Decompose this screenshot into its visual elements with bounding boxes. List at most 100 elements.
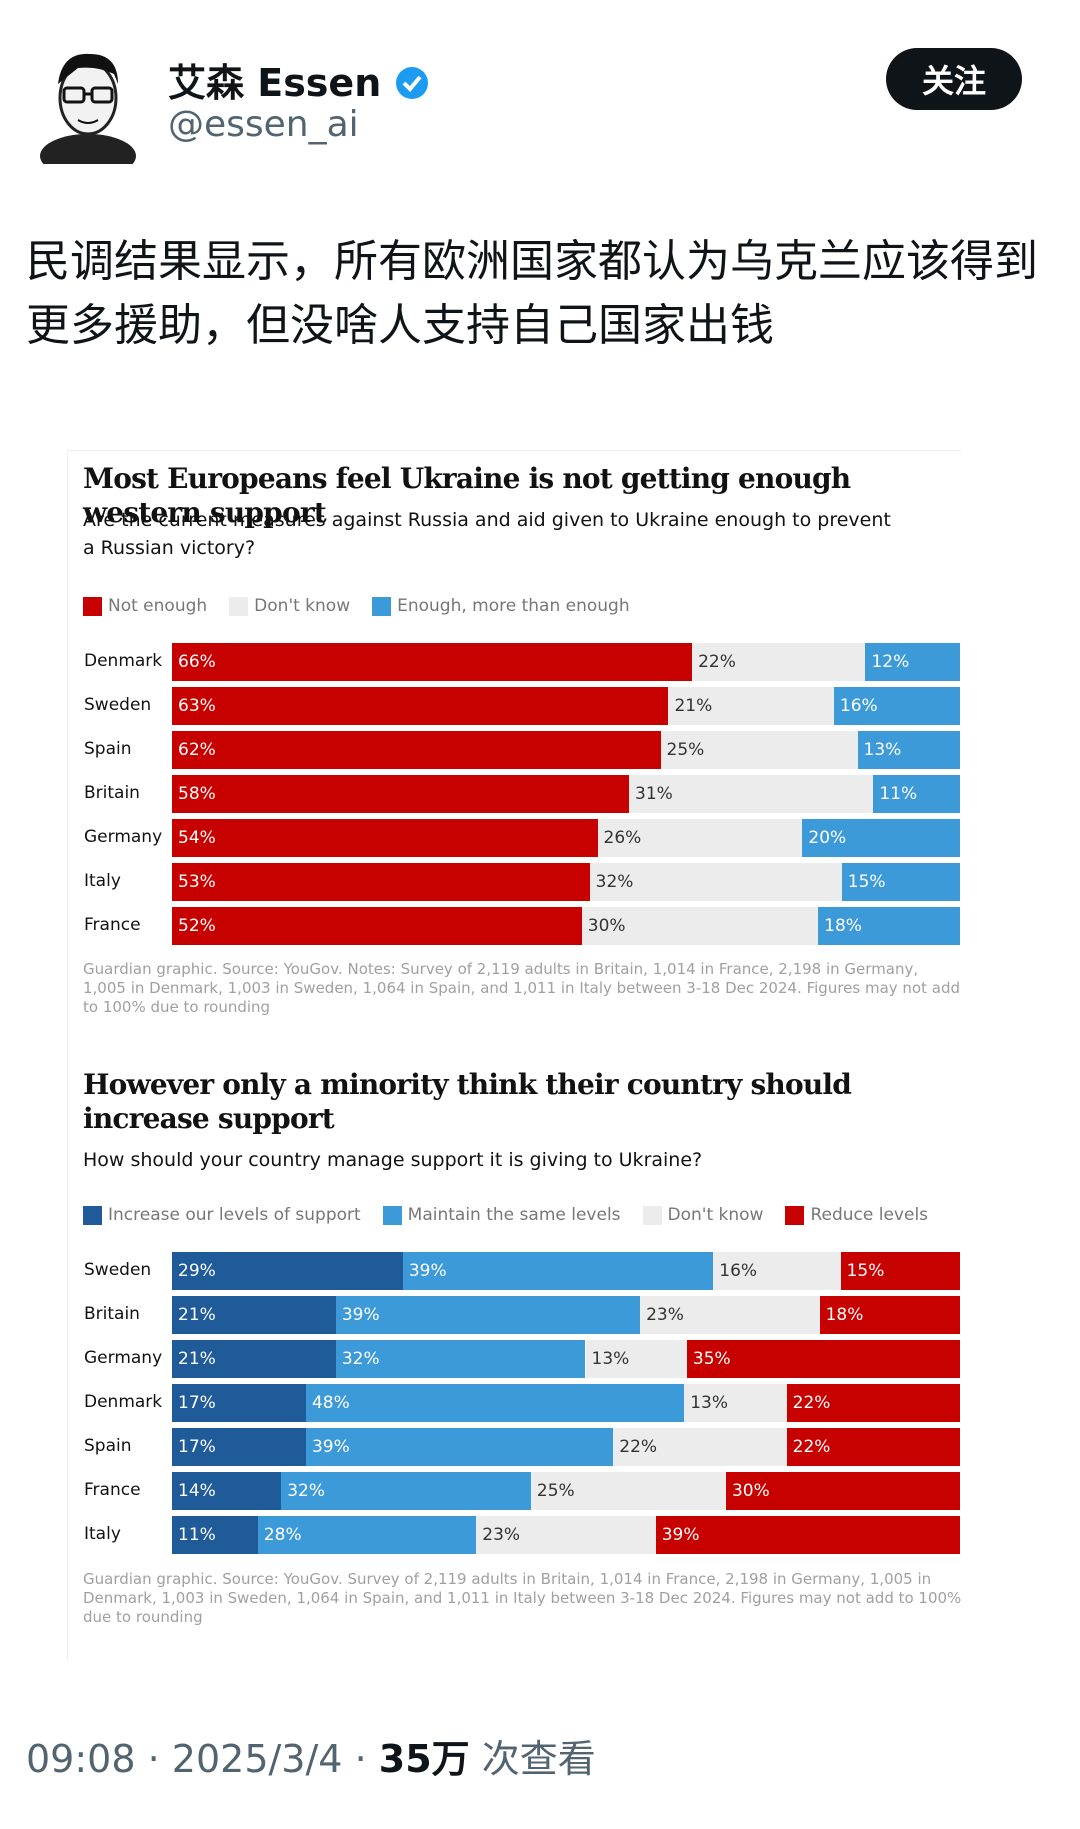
- bar-segment: [589, 863, 842, 901]
- bar-segment: [257, 1516, 477, 1554]
- value-label: 26%: [603, 828, 642, 848]
- row-label: Denmark: [84, 1392, 163, 1412]
- avatar: [40, 53, 136, 164]
- value-label: 23%: [482, 1525, 521, 1545]
- value-label: 32%: [287, 1481, 326, 1501]
- row-label: Italy: [84, 871, 121, 891]
- value-label: 39%: [311, 1437, 350, 1457]
- legend-item: Don't know: [229, 596, 350, 616]
- bar-segment: [172, 1296, 336, 1334]
- value-label: 30%: [587, 916, 626, 936]
- value-label: 29%: [178, 1261, 216, 1281]
- bar-segment: [692, 643, 866, 681]
- verified-badge: [396, 67, 429, 99]
- bar-segment: [840, 1252, 960, 1290]
- chart-title: However only a minority think their coun…: [83, 1068, 852, 1135]
- legend-item: Maintain the same levels: [382, 1205, 621, 1225]
- legend-label: Reduce levels: [810, 1205, 929, 1225]
- legend-item: Don't know: [642, 1205, 763, 1225]
- bar-segment: [172, 1516, 258, 1554]
- row-label: Spain: [84, 1436, 132, 1456]
- legend-swatch: [642, 1205, 662, 1225]
- chart-note: Guardian graphic. Source: YouGov. Notes:…: [83, 960, 960, 1016]
- bar-segment: [818, 907, 960, 945]
- value-label: 15%: [846, 1261, 885, 1281]
- row-label: Denmark: [84, 651, 163, 671]
- bar-segment: [476, 1516, 656, 1554]
- bar-segment: [873, 775, 960, 813]
- bar-segment: [581, 907, 819, 945]
- bar-segment: [402, 1252, 714, 1290]
- value-label: 18%: [824, 916, 862, 936]
- bar-segment: [713, 1252, 841, 1290]
- value-label: 13%: [591, 1349, 630, 1369]
- bar-segment: [172, 1428, 306, 1466]
- bar-segment: [172, 643, 693, 681]
- bar-segment: [281, 1472, 531, 1510]
- user-name: 艾森 Essen: [168, 52, 430, 107]
- bar-segment: [530, 1472, 726, 1510]
- bar-segment: [172, 1252, 403, 1290]
- value-label: 13%: [690, 1393, 728, 1413]
- legend-swatch: [785, 1205, 805, 1225]
- bar-segment: [335, 1296, 641, 1334]
- legend-swatch: [83, 596, 102, 616]
- legend-swatch: [382, 1205, 402, 1225]
- value-label: 16%: [719, 1261, 758, 1281]
- value-label: 22%: [792, 1393, 831, 1413]
- value-label: 32%: [341, 1349, 380, 1369]
- bar-segment: [172, 819, 598, 857]
- value-label: 62%: [178, 740, 216, 760]
- legend-item: Enough, more than enough: [372, 596, 630, 616]
- value-label: 21%: [178, 1349, 216, 1369]
- value-label: 22%: [619, 1437, 658, 1457]
- value-label: 31%: [635, 784, 673, 804]
- bar-segment: [841, 863, 960, 901]
- bar-segment: [865, 643, 960, 681]
- value-label: 58%: [178, 784, 216, 804]
- row-label: France: [84, 1480, 141, 1500]
- bar-segment: [640, 1296, 820, 1334]
- value-label: 21%: [674, 696, 713, 716]
- value-label: 48%: [311, 1393, 350, 1413]
- row-label: Germany: [84, 827, 163, 847]
- value-label: 54%: [178, 828, 216, 848]
- legend-swatch: [83, 1205, 102, 1225]
- value-label: 53%: [178, 872, 216, 892]
- user-handle: @essen_ai: [168, 104, 359, 145]
- bar-segment: [629, 775, 874, 813]
- value-label: 12%: [871, 652, 910, 672]
- value-label: 11%: [178, 1525, 216, 1545]
- row-label: Spain: [84, 739, 132, 759]
- bar-segment: [786, 1428, 960, 1466]
- row-label: Britain: [84, 783, 140, 803]
- bar-segment: [305, 1428, 614, 1466]
- legend-item: Increase our levels of support: [83, 1205, 361, 1225]
- value-label: 52%: [178, 916, 216, 936]
- legend-swatch: [229, 596, 249, 616]
- value-label: 39%: [341, 1305, 380, 1325]
- row-label: Sweden: [84, 695, 152, 715]
- bar-segment: [802, 819, 960, 857]
- legend-label: Enough, more than enough: [397, 596, 630, 616]
- bar-segment: [305, 1384, 685, 1422]
- value-label: 32%: [595, 872, 634, 892]
- value-label: 18%: [825, 1305, 864, 1325]
- value-label: 39%: [661, 1525, 700, 1545]
- bar-segment: [335, 1340, 586, 1378]
- chart-subtitle: Are the current measures against Russia …: [83, 509, 891, 559]
- bar-segment: [172, 1340, 336, 1378]
- value-label: 13%: [863, 740, 902, 760]
- value-label: 66%: [178, 652, 216, 672]
- value-label: 16%: [839, 696, 878, 716]
- value-label: 25%: [666, 740, 705, 760]
- follow-button[interactable]: 关注: [886, 48, 1022, 110]
- value-label: 22%: [698, 652, 736, 672]
- bar-segment: [686, 1340, 960, 1378]
- bar-segment: [172, 731, 661, 769]
- value-label: 28%: [263, 1525, 302, 1545]
- value-label: 20%: [808, 828, 847, 848]
- bar-segment: [725, 1472, 960, 1510]
- value-label: 21%: [178, 1305, 216, 1325]
